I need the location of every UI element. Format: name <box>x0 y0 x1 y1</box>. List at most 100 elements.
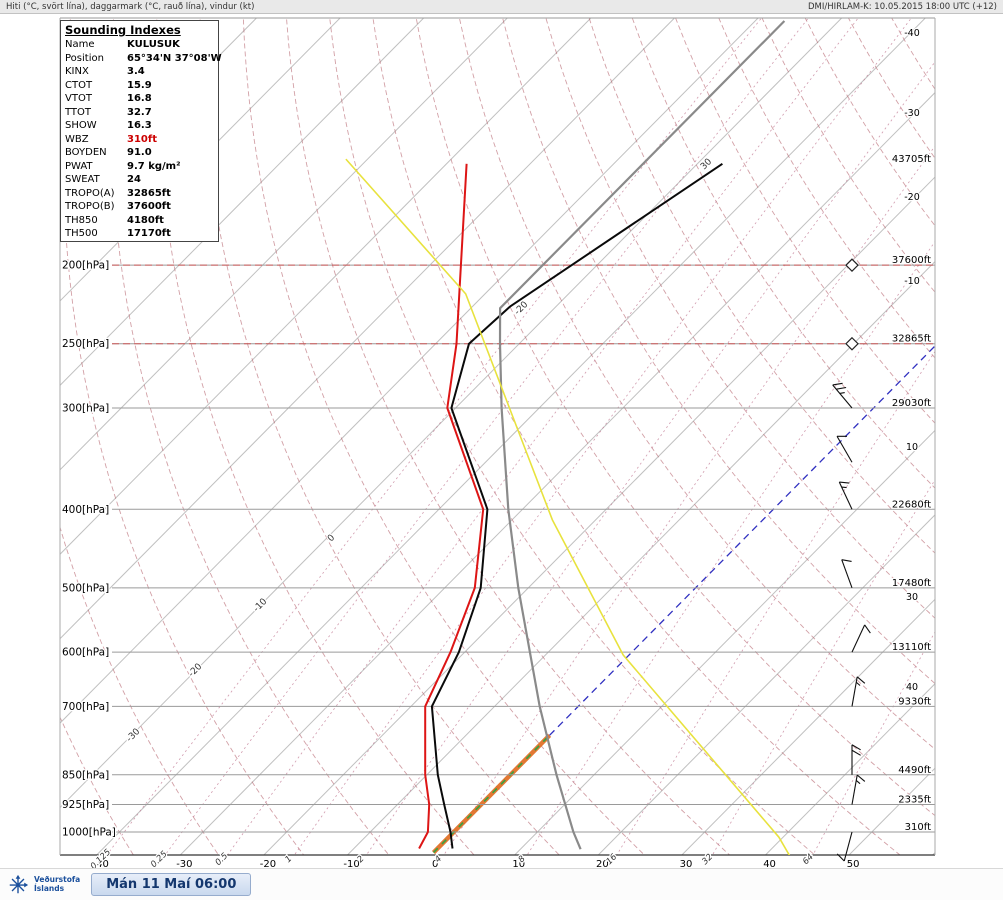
tropopause-diamond <box>845 258 859 273</box>
index-label: TH850 <box>65 214 98 226</box>
index-row: WBZ 310ft <box>61 133 218 147</box>
svg-text:40: 40 <box>763 859 776 870</box>
svg-text:17480ft: 17480ft <box>892 578 931 589</box>
svg-text:2335ft: 2335ft <box>898 795 931 806</box>
index-row: SWEAT 24 <box>61 173 218 187</box>
svg-text:200[hPa]: 200[hPa] <box>62 260 109 272</box>
svg-text:1000[hPa]: 1000[hPa] <box>62 827 116 839</box>
index-value: 17170ft <box>127 228 171 239</box>
time-selector-button[interactable]: Mán 11 Maí 06:00 <box>91 873 252 896</box>
svg-text:50: 50 <box>847 859 860 870</box>
index-label: TROPO(B) <box>65 201 115 212</box>
svg-text:700[hPa]: 700[hPa] <box>62 701 109 713</box>
index-value: 15.9 <box>127 79 152 91</box>
svg-text:40: 40 <box>906 682 918 693</box>
index-row: TH500 17170ft <box>61 227 218 241</box>
svg-text:850[hPa]: 850[hPa] <box>62 769 109 781</box>
index-label: KINX <box>65 66 89 77</box>
index-label: PWAT <box>65 160 93 172</box>
svg-text:37600ft: 37600ft <box>892 255 931 266</box>
svg-text:10: 10 <box>906 442 918 453</box>
svg-text:400[hPa]: 400[hPa] <box>62 504 109 516</box>
index-row: TH850 4180ft <box>61 214 218 228</box>
axis-labels: 200[hPa] 250[hPa] 300[hPa] 400[hPa] 500[hPa]… <box>61 27 933 873</box>
org-name-line2: Íslands <box>34 883 65 893</box>
index-label: Position <box>65 52 104 64</box>
index-label: VTOT <box>65 93 92 104</box>
svg-text:-40: -40 <box>93 859 109 870</box>
series-temperature <box>430 162 723 849</box>
index-row: TROPO(A) 32865ft <box>61 187 218 201</box>
svg-text:9330ft: 9330ft <box>898 696 931 707</box>
index-row: TTOT 32.7 <box>61 106 218 120</box>
index-label: SWEAT <box>65 174 100 185</box>
svg-text:925[hPa]: 925[hPa] <box>62 799 109 811</box>
index-row: CTOT 15.9 <box>61 79 218 93</box>
sounding-indexes-rows: Name KULUSUK Position 65°34'N 37°08'W KINX 3.… <box>61 38 222 241</box>
index-label: BOYDEN <box>65 147 107 158</box>
index-row: BOYDEN 91.0 <box>61 146 218 160</box>
index-row: PWAT 9.7 kg/m² <box>61 160 218 174</box>
index-value: 24 <box>127 174 141 185</box>
svg-text:250[hPa]: 250[hPa] <box>62 338 109 350</box>
vedurstofa-logo-icon <box>9 874 29 893</box>
index-value: 310ft <box>127 133 158 145</box>
svg-text:-10: -10 <box>343 859 359 870</box>
index-row: KINX 3.4 <box>61 65 218 79</box>
svg-text:1: 1 <box>283 854 294 865</box>
wind-barbs <box>832 382 871 862</box>
svg-text:600[hPa]: 600[hPa] <box>62 647 109 659</box>
index-label: TROPO(A) <box>65 187 115 199</box>
svg-text:0: 0 <box>432 859 438 870</box>
index-label: CTOT <box>65 79 93 91</box>
svg-text:-10: -10 <box>904 276 920 287</box>
footer-bar: Veðurstofa Íslands Mán 11 Maí 06:00 <box>0 868 1003 900</box>
svg-text:30: 30 <box>680 859 693 870</box>
svg-text:0.5: 0.5 <box>214 851 231 868</box>
index-value: 65°34'N 37°08'W <box>127 52 222 64</box>
pressure-grid <box>112 264 935 833</box>
org-name-line1: Veðurstofa <box>34 875 81 884</box>
model-run-label: DMI/HIRLAM-K: 10.05.2015 18:00 UTC (+12) <box>807 1 997 12</box>
index-label: TH500 <box>65 228 98 239</box>
svg-text:-30: -30 <box>176 859 192 870</box>
svg-text:4490ft: 4490ft <box>898 765 931 776</box>
legend-text: Hiti (°C, svört lína), daggarmark (°C, r… <box>6 1 255 12</box>
index-row: SHOW 16.3 <box>61 119 218 133</box>
svg-text:-30: -30 <box>125 727 143 745</box>
svg-text:20: 20 <box>596 859 609 870</box>
svg-text:32865ft: 32865ft <box>892 334 931 345</box>
svg-text:30: 30 <box>906 592 918 603</box>
index-value: KULUSUK <box>127 39 180 50</box>
index-row: TROPO(B) 37600ft <box>61 200 218 214</box>
svg-text:10: 10 <box>512 859 525 870</box>
series-icao-standard-atmosphere <box>498 20 786 850</box>
index-row: Position 65°34'N 37°08'W <box>61 52 222 66</box>
index-label: SHOW <box>65 120 97 131</box>
index-value: 9.7 kg/m² <box>127 160 181 172</box>
svg-text:-20: -20 <box>904 192 920 203</box>
index-value: 16.8 <box>127 93 152 104</box>
sounding-series <box>345 20 791 855</box>
org-name: Veðurstofa Íslands <box>34 875 81 893</box>
series-yellow-reference <box>345 158 791 855</box>
index-value: 32865ft <box>127 187 171 199</box>
index-value: 4180ft <box>127 214 164 226</box>
svg-text:-30: -30 <box>904 108 920 119</box>
sounding-indexes-panel: Sounding Indexes Name KULUSUK Position 65°3… <box>60 20 222 242</box>
index-value: 16.3 <box>127 120 152 131</box>
svg-text:13110ft: 13110ft <box>892 642 931 653</box>
index-label: TTOT <box>65 106 92 118</box>
index-label: WBZ <box>65 133 89 145</box>
svg-text:310ft: 310ft <box>905 822 931 833</box>
svg-text:500[hPa]: 500[hPa] <box>62 582 109 594</box>
index-value: 32.7 <box>127 106 152 118</box>
index-value: 37600ft <box>127 201 171 212</box>
svg-text:29030ft: 29030ft <box>892 398 931 409</box>
svg-text:-40: -40 <box>904 28 920 39</box>
index-label: Name <box>65 39 95 50</box>
index-value: 91.0 <box>127 147 152 158</box>
index-value: 3.4 <box>127 66 145 77</box>
svg-text:300[hPa]: 300[hPa] <box>62 402 109 414</box>
